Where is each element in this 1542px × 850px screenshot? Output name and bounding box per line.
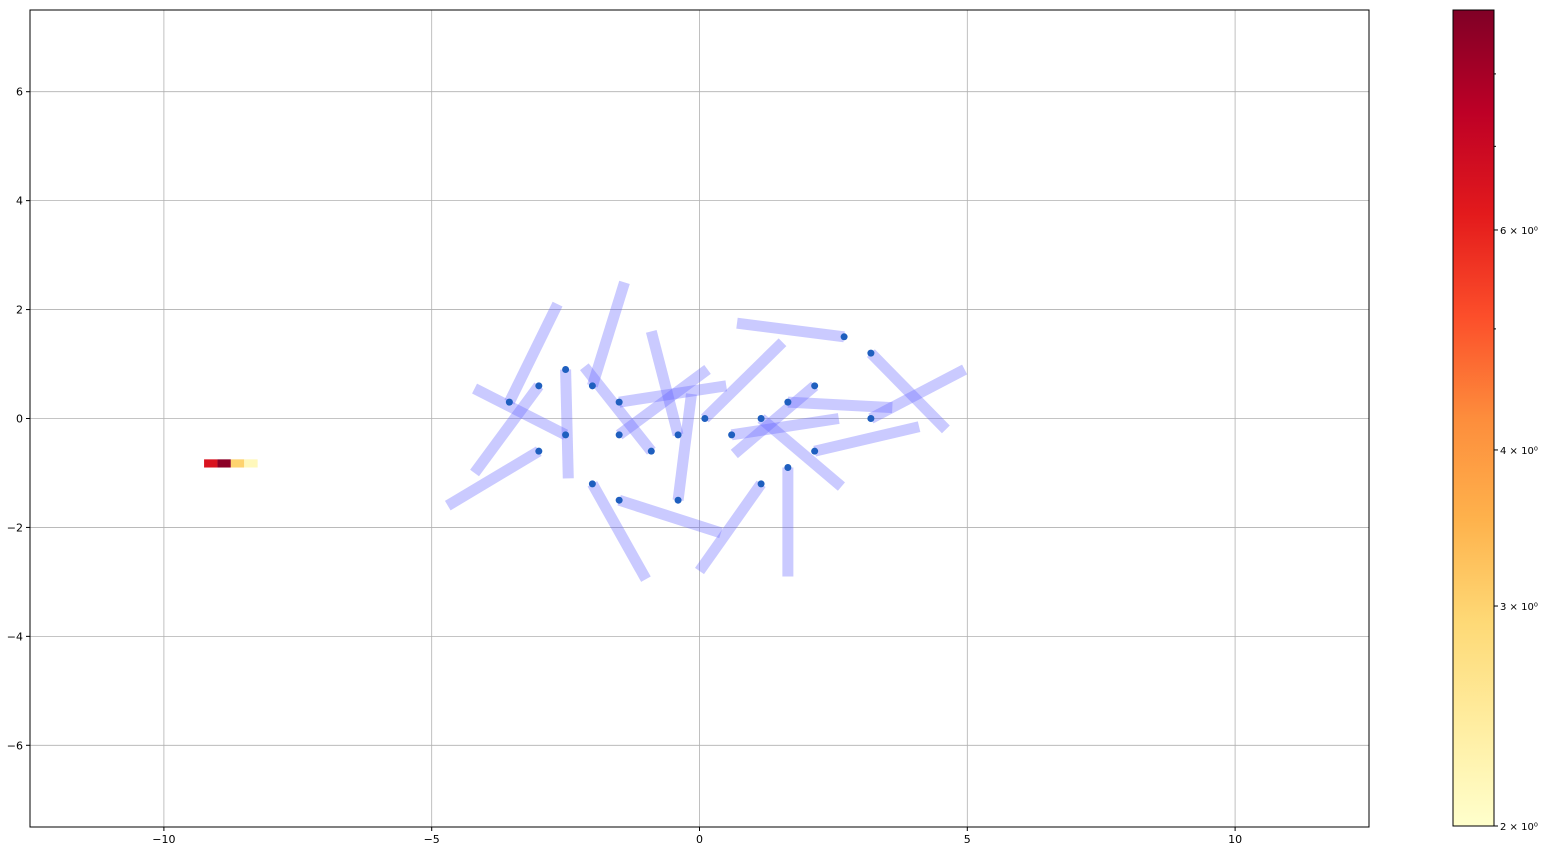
orientation-segment [587,481,651,582]
scatter-point [647,447,655,455]
orientation-segment [787,396,893,414]
y-tick-label: 6 [16,86,23,99]
scatter-point [615,398,623,406]
orientation-segment [580,363,656,455]
orientation-segment [470,382,544,477]
scatter-point [562,365,570,373]
x-tick-label: −10 [152,833,175,846]
heatmap-cells [204,459,258,468]
scatter-point [811,382,819,390]
y-tick-label: −6 [7,739,23,752]
scatter-point [811,447,819,455]
heatmap-cell [217,459,231,468]
scatter-point [615,496,623,504]
x-tick-label: 5 [964,833,971,846]
orientation-segment [587,280,630,388]
scatter-point [505,398,513,406]
y-tick-label: 2 [16,304,23,317]
orientation-segment [701,338,787,423]
orientation-segment [757,414,845,491]
colorbar-tick-label: 3 × 10⁰ [1500,602,1538,613]
scatter-point [535,382,543,390]
orientation-segment [504,301,563,405]
orientation-segment [618,380,728,408]
orientation-segment [444,446,542,511]
orientation-segment [472,383,569,440]
scatter-point [674,431,682,439]
colorbar-tick-label: 6 × 10⁰ [1500,226,1538,237]
orientation-segment [736,317,845,343]
heatmap-cell [204,459,218,468]
scatter-point [615,431,623,439]
y-tick-label: 4 [16,195,23,208]
heatmap-cell [230,459,245,468]
orientation-segment [730,413,840,441]
y-tick-label: −2 [7,521,23,534]
heatmap-cell [244,459,258,468]
scatter-point [784,398,792,406]
y-tick-label: 0 [16,413,23,426]
scatter-point [757,480,765,488]
orientation-segment [560,369,574,479]
colorbar-ticks: 2 × 10⁰ 3 × 10⁰ 4 × 10⁰ 6 × 10⁰ [1494,73,1538,833]
colorbar [1452,9,1495,827]
orientation-segment [645,329,684,437]
orientation-segment [695,480,766,575]
scatter-point [535,447,543,455]
orientation-segments [444,280,968,582]
scatter-point [562,431,570,439]
scatter-point [588,382,596,390]
scatter-point [674,496,682,504]
orientation-segment [866,349,950,434]
colorbar-tick-label: 2 × 10⁰ [1500,822,1538,833]
orientation-segment [615,365,711,440]
x-tick-label: 10 [1228,833,1242,846]
scatter-point [784,464,792,472]
orientation-segment [617,494,723,539]
scatter-point [867,415,875,422]
scatter-point [588,480,596,488]
orientation-segment [672,393,697,501]
colorbar-tick-label: 4 × 10⁰ [1500,446,1538,457]
scatter-point [867,349,875,357]
scatter-point [757,415,765,422]
x-axis-ticks: −10 −5 0 5 10 [152,827,1242,846]
x-tick-label: −5 [424,833,440,846]
orientation-segment [730,381,819,459]
scatter-points [505,333,875,504]
orientation-segment [868,364,968,424]
y-tick-label: −4 [7,630,23,643]
orientation-segment [813,421,921,457]
scatter-point [701,415,709,422]
scatter-point [840,333,848,341]
scatter-point [728,431,736,439]
x-tick-label: 0 [696,833,703,846]
y-axis-ticks: −6 −4 −2 0 2 4 6 [7,86,30,752]
grid-lines [30,10,1369,827]
